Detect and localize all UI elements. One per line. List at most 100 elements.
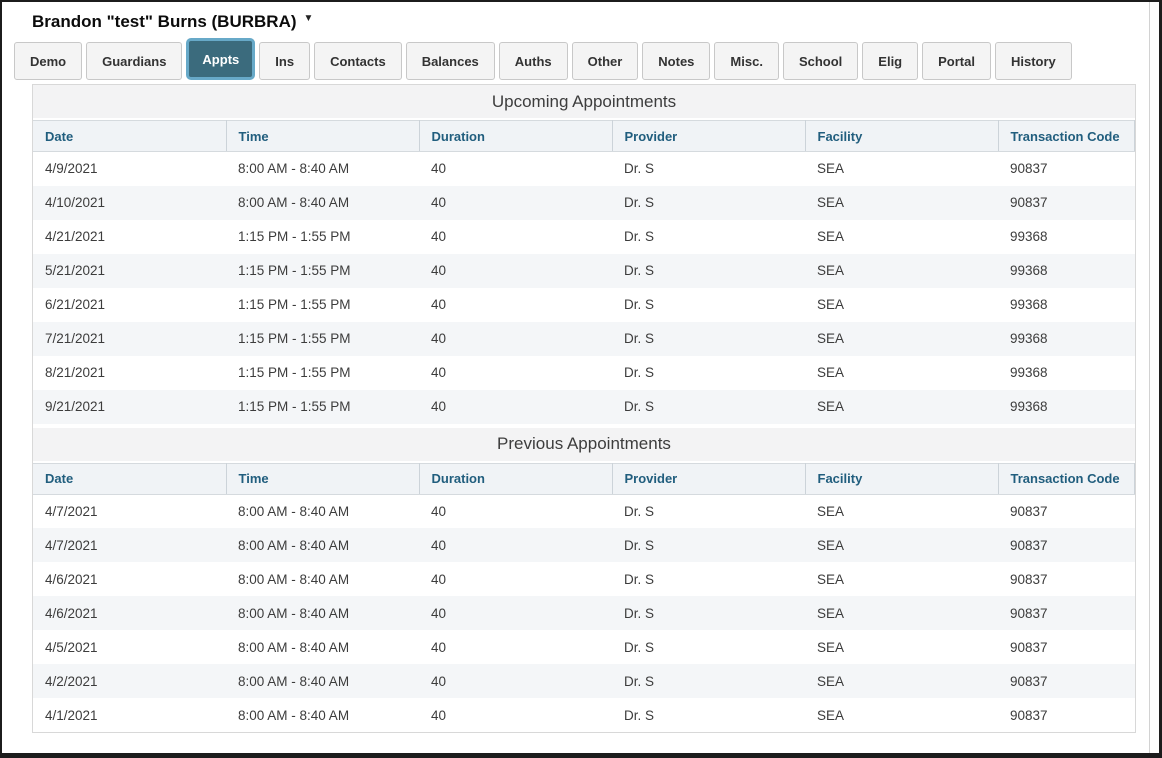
cell-provider: Dr. S <box>624 673 655 689</box>
appointments-panel: Upcoming Appointments Date Time Duration… <box>32 84 1136 733</box>
tab-misc[interactable]: Misc. <box>714 42 779 80</box>
cell-date: 4/5/2021 <box>45 639 98 655</box>
cell-date: 9/21/2021 <box>45 399 106 414</box>
cell-facility: SEA <box>817 639 845 655</box>
cell-duration: 40 <box>431 503 447 519</box>
table-header-row: Date Time Duration Provider Facility Tra… <box>33 462 1135 495</box>
cell-time: 1:15 PM - 1:55 PM <box>238 365 351 380</box>
cell-date: 4/2/2021 <box>45 673 98 689</box>
previous-appointments-section: Previous Appointments Date Time Duration… <box>33 427 1135 733</box>
tab-elig[interactable]: Elig <box>862 42 919 80</box>
column-header: Time <box>226 462 420 495</box>
cell-time: 8:00 AM - 8:40 AM <box>238 571 350 587</box>
tab-guardians[interactable]: Guardians <box>86 42 183 80</box>
cell-time: 8:00 AM - 8:40 AM <box>238 195 350 210</box>
cell-duration: 40 <box>431 263 447 278</box>
tab-school[interactable]: School <box>782 42 859 80</box>
cell-time: 1:15 PM - 1:55 PM <box>238 331 351 346</box>
tab-other[interactable]: Other <box>571 42 639 80</box>
cell-time: 8:00 AM - 8:40 AM <box>238 537 350 553</box>
cell-facility: SEA <box>817 263 845 278</box>
tab-label: Auths <box>514 53 552 69</box>
patient-selector[interactable]: Brandon "test" Burns (BURBRA) ▼ <box>32 12 313 32</box>
tab-appts[interactable]: Appts <box>186 38 256 80</box>
tab-ins[interactable]: Ins <box>259 42 311 80</box>
tab-portal[interactable]: Portal <box>922 42 991 80</box>
cell-transaction-code: 99368 <box>1010 365 1048 380</box>
tab-demo[interactable]: Demo <box>14 42 83 80</box>
cell-date: 8/21/2021 <box>45 365 106 380</box>
tab-label: Notes <box>658 53 695 69</box>
cell-facility: SEA <box>817 605 845 621</box>
tab-label: Appts <box>202 51 240 67</box>
cell-provider: Dr. S <box>624 195 655 210</box>
tab-label: Demo <box>30 53 67 69</box>
tab-label: Contacts <box>330 53 386 69</box>
appointment-row: 4/7/2021 8:00 AM - 8:40 AM 40 Dr. S SEA … <box>33 494 1135 528</box>
cell-date: 4/6/2021 <box>45 605 98 621</box>
cell-duration: 40 <box>431 399 447 414</box>
cell-transaction-code: 90837 <box>1010 195 1048 210</box>
upcoming-appointments-table: Date Time Duration Provider Facility Tra… <box>33 120 1135 424</box>
cell-date: 4/9/2021 <box>45 161 98 177</box>
appointment-row: 4/21/2021 1:15 PM - 1:55 PM 40 Dr. S SEA… <box>33 220 1135 254</box>
cell-date: 5/21/2021 <box>45 263 106 278</box>
tab-balances[interactable]: Balances <box>405 42 495 80</box>
cell-time: 8:00 AM - 8:40 AM <box>238 673 350 689</box>
tab-history[interactable]: History <box>994 42 1072 80</box>
cell-date: 4/6/2021 <box>45 571 98 587</box>
column-header: Transaction Code <box>998 462 1135 495</box>
cell-provider: Dr. S <box>624 571 655 587</box>
cell-transaction-code: 90837 <box>1010 707 1048 723</box>
cell-transaction-code: 99368 <box>1010 331 1048 346</box>
cell-duration: 40 <box>431 229 447 244</box>
cell-facility: SEA <box>817 365 845 380</box>
cell-provider: Dr. S <box>624 229 655 244</box>
column-header: Facility <box>805 120 999 152</box>
cell-duration: 40 <box>431 331 447 346</box>
cell-provider: Dr. S <box>624 365 655 380</box>
cell-transaction-code: 99368 <box>1010 297 1048 312</box>
cell-date: 4/7/2021 <box>45 503 98 519</box>
tab-contacts[interactable]: Contacts <box>314 42 402 80</box>
cell-date: 6/21/2021 <box>45 297 106 312</box>
cell-time: 8:00 AM - 8:40 AM <box>238 707 350 723</box>
cell-time: 8:00 AM - 8:40 AM <box>238 161 350 177</box>
tab-auths[interactable]: Auths <box>498 42 568 80</box>
tab-bar: Demo Guardians Appts Ins Contacts Balanc… <box>14 38 1159 80</box>
cell-provider: Dr. S <box>624 331 655 346</box>
cell-provider: Dr. S <box>624 263 655 278</box>
column-header: Duration <box>419 462 613 495</box>
previous-appointments-table: Date Time Duration Provider Facility Tra… <box>33 462 1135 733</box>
column-header: Duration <box>419 120 613 152</box>
appointment-row: 4/1/2021 8:00 AM - 8:40 AM 40 Dr. S SEA … <box>33 698 1135 732</box>
column-header: Date <box>33 462 227 495</box>
caret-down-icon: ▼ <box>303 13 314 24</box>
tab-label: History <box>1010 53 1056 69</box>
cell-facility: SEA <box>817 707 845 723</box>
column-header: Provider <box>612 120 806 152</box>
cell-time: 1:15 PM - 1:55 PM <box>238 229 351 244</box>
cell-transaction-code: 90837 <box>1010 537 1048 553</box>
cell-transaction-code: 90837 <box>1010 605 1048 621</box>
column-header: Date <box>33 120 227 152</box>
scrollbar[interactable] <box>1149 2 1159 753</box>
cell-facility: SEA <box>817 571 845 587</box>
cell-facility: SEA <box>817 195 845 210</box>
cell-provider: Dr. S <box>624 297 655 312</box>
cell-duration: 40 <box>431 571 447 587</box>
cell-transaction-code: 90837 <box>1010 639 1048 655</box>
section-title-upcoming: Upcoming Appointments <box>33 85 1135 118</box>
appointment-row: 8/21/2021 1:15 PM - 1:55 PM 40 Dr. S SEA… <box>33 356 1135 390</box>
cell-duration: 40 <box>431 673 447 689</box>
cell-provider: Dr. S <box>624 161 655 177</box>
cell-facility: SEA <box>817 229 845 244</box>
cell-facility: SEA <box>817 537 845 553</box>
appointment-row: 4/9/2021 8:00 AM - 8:40 AM 40 Dr. S SEA … <box>33 152 1135 186</box>
appointment-row: 4/6/2021 8:00 AM - 8:40 AM 40 Dr. S SEA … <box>33 562 1135 596</box>
tab-notes[interactable]: Notes <box>642 42 711 80</box>
cell-provider: Dr. S <box>624 639 655 655</box>
appointment-row: 4/2/2021 8:00 AM - 8:40 AM 40 Dr. S SEA … <box>33 664 1135 698</box>
tab-label: Guardians <box>102 53 167 69</box>
cell-transaction-code: 90837 <box>1010 503 1048 519</box>
